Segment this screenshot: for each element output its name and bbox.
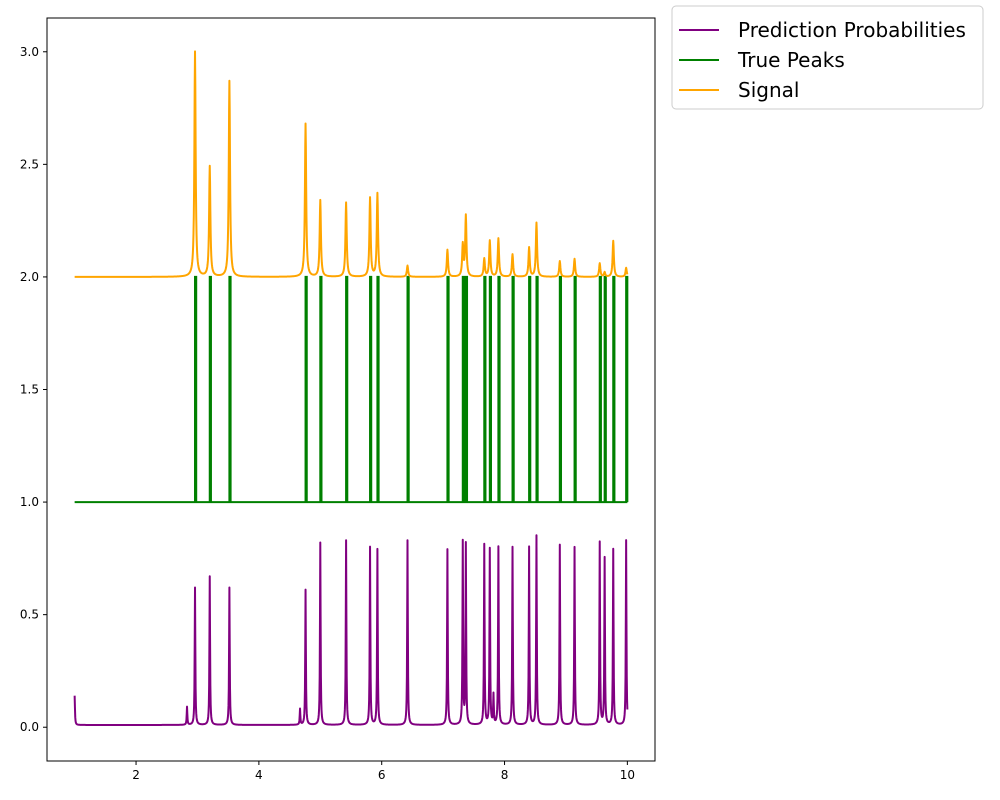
y-tick-label: 2.0 (20, 270, 39, 284)
x-tick-label: 10 (620, 768, 635, 782)
x-tick-label: 2 (132, 768, 140, 782)
series-line-prediction-probabilities (73, 534, 629, 726)
x-tick-label: 4 (255, 768, 263, 782)
y-tick-label: 3.0 (20, 45, 39, 59)
y-tick-label: 0.0 (20, 720, 39, 734)
legend-label: Prediction Probabilities (738, 18, 966, 42)
legend: Prediction Probabilities True Peaks Signal (671, 5, 984, 110)
legend-label: True Peaks (737, 48, 845, 72)
series-line-signal (73, 50, 629, 278)
series-line-true-peaks (74, 275, 629, 504)
y-tick-label: 1.0 (20, 495, 39, 509)
y-axis: 0.0 0.5 1.0 1.5 2.0 2.5 3.0 (20, 45, 47, 734)
x-tick-label: 8 (501, 768, 509, 782)
x-axis: 2 4 6 8 10 (132, 761, 635, 782)
legend-label: Signal (738, 78, 799, 102)
x-tick-label: 6 (378, 768, 386, 782)
plot-area-frame (46, 17, 656, 762)
y-tick-label: 1.5 (20, 383, 39, 397)
y-tick-label: 0.5 (20, 608, 39, 622)
y-tick-label: 2.5 (20, 157, 39, 171)
legend-box (671, 5, 984, 110)
series-layer (73, 50, 629, 726)
